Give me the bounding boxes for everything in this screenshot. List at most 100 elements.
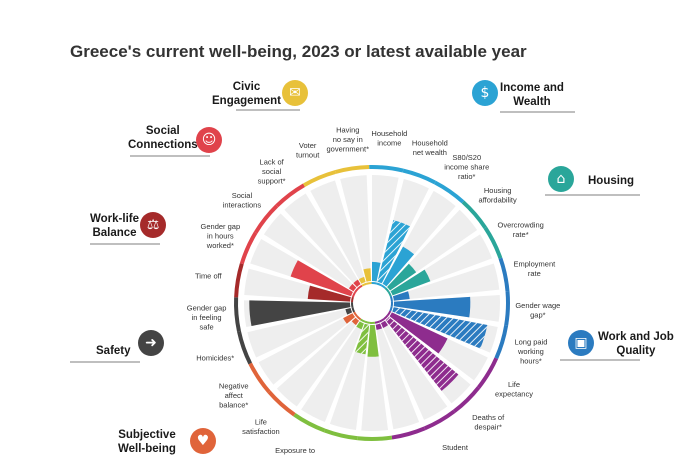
indicator-bar [249, 300, 351, 326]
indicator-bar [367, 324, 379, 357]
indicator-label: Student [442, 443, 469, 452]
dimension-ring-segment [498, 257, 510, 292]
indicator-bar-hatch [392, 307, 488, 349]
indicator-background [276, 317, 360, 407]
briefcase-icon: ▣ [568, 330, 594, 356]
dimension-ring-segment [253, 204, 279, 234]
indicator-bar [353, 279, 361, 287]
indicator-label: Overcrowding rate* [498, 220, 544, 239]
indicator-bar [351, 317, 360, 326]
inner-ring-segment [374, 320, 381, 324]
inner-ring-segment [360, 318, 366, 323]
indicator-label: Time off [195, 271, 223, 280]
dimension-ring-segment [234, 297, 241, 332]
indicator-label: Household income [371, 129, 407, 148]
indicator-background [258, 313, 356, 385]
indicator-bar [348, 283, 357, 292]
inner-ring-segment [351, 296, 354, 303]
indicator-background [372, 175, 399, 282]
indicator-bar [375, 323, 383, 330]
dimension-ring-segment [391, 426, 426, 440]
indicator-label: Household net wealth [412, 139, 448, 158]
house-icon: ⌂ [548, 166, 574, 192]
inner-ring-segment [386, 310, 392, 317]
indicator-background [380, 320, 448, 420]
indicator-background [284, 193, 361, 287]
chart-title: Greece's current well-being, 2023 or lat… [70, 42, 527, 61]
indicator-bar [307, 285, 351, 302]
heart-icon: ♥ [190, 428, 216, 454]
ballot-icon: ✉ [282, 80, 308, 106]
indicator-label: Exposure to [275, 446, 315, 455]
runner-icon: ➜ [138, 330, 164, 356]
dimension-ring-segment [504, 291, 511, 327]
inner-ring-segment [387, 291, 392, 297]
indicator-label: Housing affordability [479, 186, 517, 205]
civic-engagement-label: Civic Engagement [212, 81, 282, 107]
indicator-bar-hatch [377, 220, 411, 284]
indicator-bar [387, 263, 417, 291]
indicator-bar [390, 269, 431, 296]
indicator-bar [393, 296, 471, 318]
inner-ring-segment [354, 287, 359, 294]
inner-ring-segment [364, 320, 371, 324]
work-life-balance-label: Work-life Balance [90, 213, 139, 239]
indicator-label: Employment rate [514, 260, 557, 279]
indicator-label: Lack of social support* [258, 157, 286, 185]
inner-ring-segment [357, 284, 363, 290]
inner-ring-segment [369, 321, 376, 324]
dimension-ring-segment [453, 386, 481, 413]
dimension-ring-segment [369, 164, 404, 173]
indicator-label: Life satisfaction [242, 418, 280, 437]
inner-ring-segment [356, 315, 362, 321]
indicator-bar [382, 246, 415, 287]
dimension-ring-segment [334, 165, 370, 174]
indicator-label: Gender wage gap* [515, 301, 560, 320]
indicator-background [310, 180, 366, 284]
inner-ring-segment [389, 306, 393, 312]
dimension-ring-segment [234, 263, 244, 298]
chart-hub [354, 285, 390, 321]
scales-icon: ⚖ [140, 212, 166, 238]
inner-ring-segment [361, 282, 367, 287]
indicator-label: Negative affect balance* [219, 381, 249, 409]
watermark: @爱琴视角 [588, 432, 654, 447]
dimension-ring-segment [267, 390, 296, 417]
income-wealth-label: Income and Wealth [500, 82, 564, 108]
indicator-bar [290, 260, 353, 297]
indicator-background [392, 263, 500, 301]
inner-ring-segment [351, 306, 355, 313]
inner-ring-segment [376, 282, 382, 287]
inner-ring-segment [379, 318, 385, 323]
indicator-background [340, 175, 372, 282]
inner-ring-segment [371, 282, 377, 285]
housing-label: Housing [588, 175, 634, 187]
indicator-label: Life expectancy [495, 380, 533, 399]
indicator-background [263, 213, 357, 292]
dimension-ring-segment [248, 362, 271, 394]
safety-label: Safety [96, 345, 131, 357]
dimension-ring-segment [239, 231, 258, 265]
indicator-background [375, 323, 420, 430]
inner-ring-segment [390, 301, 393, 307]
indicator-label: Deaths of despair* [472, 413, 505, 432]
indicator-label: Homicides* [196, 354, 234, 363]
dimension-ring-segment [423, 409, 456, 431]
people-icon: ☺ [196, 127, 222, 153]
indicator-background [301, 321, 364, 423]
dimension-ring-segment [402, 168, 436, 185]
indicator-bar [358, 276, 366, 284]
indicator-label: Voter turnout [296, 141, 320, 160]
indicator-label: S80/S20 income share ratio* [444, 153, 489, 181]
indicator-bar [389, 312, 448, 354]
dimension-ring-segment [275, 183, 305, 208]
dimension-ring-segment [461, 200, 487, 229]
indicator-bar [345, 308, 353, 315]
indicator-label: Long paid working hours* [514, 337, 547, 365]
money-icon: $ [472, 80, 498, 106]
inner-ring-segment [351, 292, 356, 298]
social-connections-label: Social Connections [128, 125, 198, 151]
dimension-ring-segment [477, 357, 499, 389]
inner-ring-segment [383, 314, 389, 320]
